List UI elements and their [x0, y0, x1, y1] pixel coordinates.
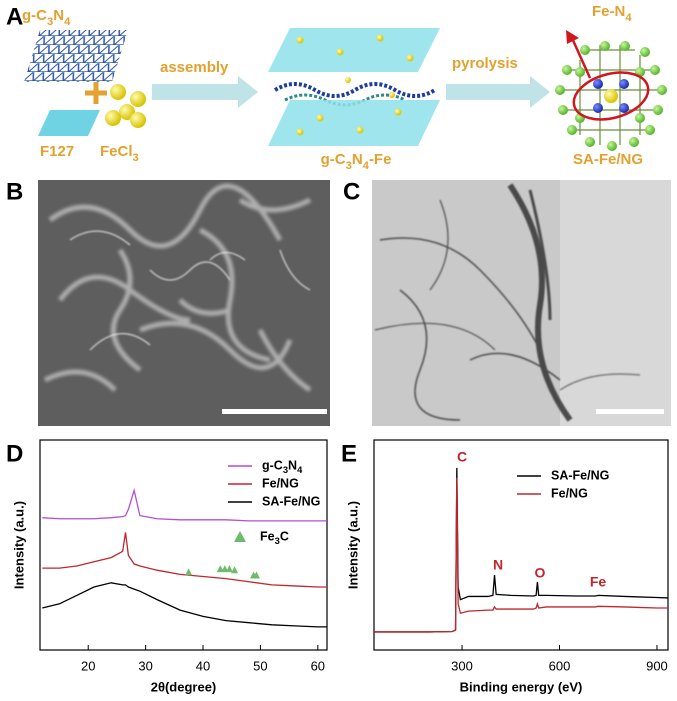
panel-label: D	[6, 440, 23, 467]
series-line	[42, 532, 327, 588]
panel-label: B	[6, 178, 23, 205]
plus-sign	[85, 82, 107, 104]
x-tick-label: 30	[138, 658, 152, 673]
marker	[185, 568, 193, 576]
schematic-label: Fe-N4	[592, 3, 632, 24]
series-line	[374, 477, 668, 633]
legend-label: SA-Fe/NG	[262, 494, 320, 508]
plot-frame	[39, 439, 328, 651]
marker	[216, 565, 224, 573]
x-tick-label: 300	[451, 658, 473, 673]
x-axis-title: 2θ(degree)	[151, 679, 217, 694]
legend-label: SA-Fe/NG	[551, 468, 609, 482]
peak-label: O	[535, 565, 546, 581]
fe-dots	[296, 34, 414, 136]
legend-label: g-C3N4	[262, 458, 303, 475]
sheet	[268, 28, 440, 72]
schematic-label: SA-Fe/NG	[573, 151, 643, 168]
sheet	[268, 100, 440, 146]
schematic-label: F127	[40, 143, 74, 160]
y-axis-title: Intensity (a.u.)	[11, 501, 26, 589]
schematic-label: g-C3N4	[22, 7, 71, 28]
legend-label: Fe/NG	[551, 486, 588, 500]
schematic: g-C3N4 F127 FeCl3 assembly g-C3N4-Fe pyr…	[22, 3, 667, 172]
peak-label: N	[493, 557, 503, 573]
arrow	[152, 76, 258, 108]
x-tick-label: 900	[646, 658, 668, 673]
tem-image	[372, 180, 671, 426]
x-tick-label: 40	[196, 658, 210, 673]
x-tick-label: 20	[81, 658, 95, 673]
marker	[231, 566, 239, 574]
panel-label: E	[341, 440, 357, 467]
schematic-label: g-C3N4-Fe	[321, 151, 392, 172]
x-tick-label: 50	[253, 658, 267, 673]
plot-frame	[373, 439, 669, 651]
schematic-label: assembly	[160, 59, 229, 76]
marker	[252, 571, 260, 579]
marker	[221, 565, 229, 573]
scale-bar	[222, 409, 327, 414]
panel-label: C	[343, 178, 360, 205]
legend-label: Fe3C	[260, 529, 289, 546]
arrow	[446, 76, 550, 108]
legend-label: Fe/NG	[262, 476, 299, 490]
peak-label: C	[457, 449, 467, 465]
legend-marker	[234, 531, 246, 542]
x-tick-label: 60	[311, 658, 325, 673]
marker	[225, 565, 233, 573]
panel-label: A	[6, 3, 23, 30]
x-tick-label: 600	[549, 658, 571, 673]
lattice	[24, 30, 128, 82]
fecl3-balls	[105, 84, 146, 128]
series-line	[42, 487, 327, 522]
f127-sheet	[38, 110, 100, 136]
peak-label: Fe	[590, 574, 607, 590]
sem-image	[38, 180, 330, 426]
series-line	[42, 582, 327, 628]
x-axis-title: Binding energy (eV)	[460, 679, 583, 694]
schematic-label: FeCl3	[100, 143, 139, 164]
chain	[273, 82, 437, 98]
graphene-cluster	[555, 30, 667, 151]
schematic-label: pyrolysis	[452, 55, 518, 72]
scale-bar	[596, 409, 664, 414]
y-axis-title: Intensity (a.u.)	[345, 501, 360, 589]
